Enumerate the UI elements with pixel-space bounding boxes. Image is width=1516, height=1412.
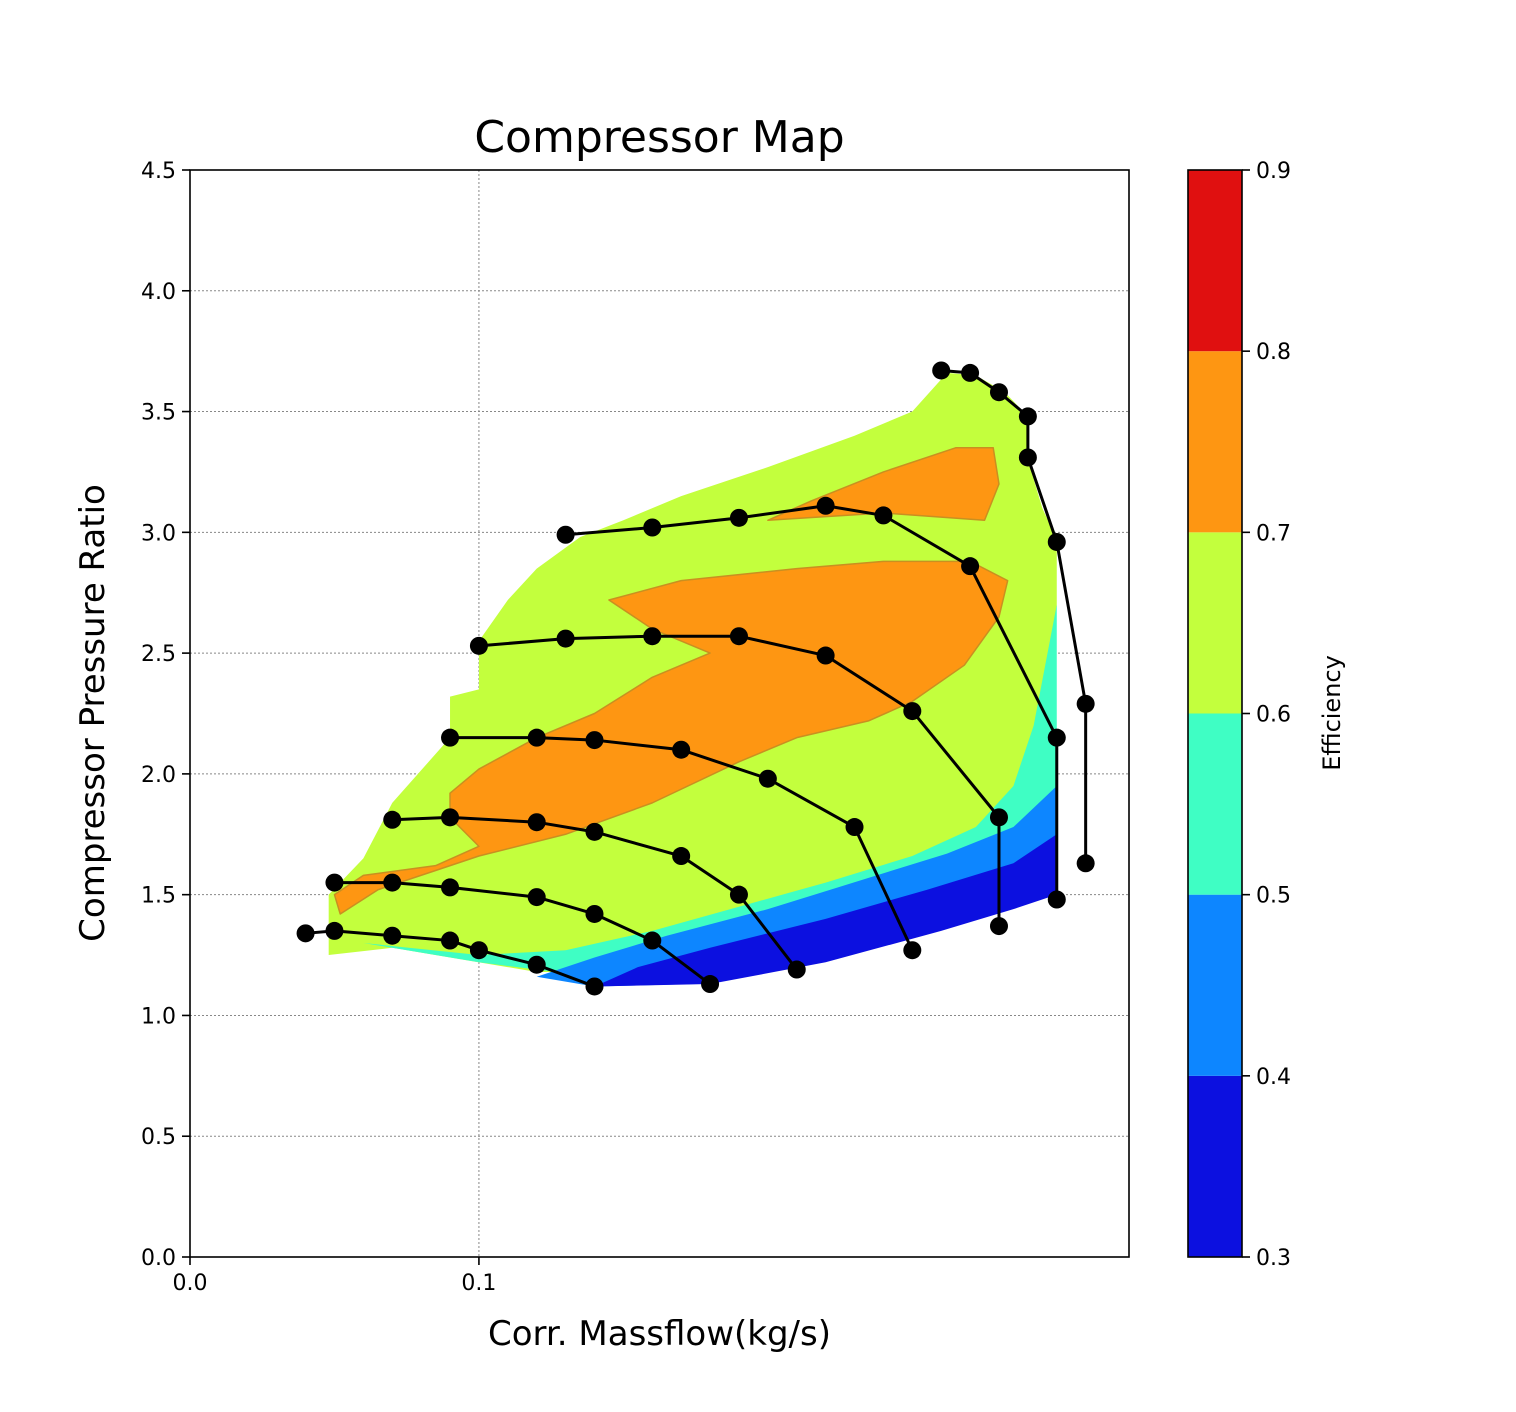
speed-line-6-point-0 bbox=[932, 361, 951, 380]
speed-line-4-point-7 bbox=[989, 917, 1008, 936]
colorbar-band-5 bbox=[1188, 170, 1242, 352]
colorbar-band-3 bbox=[1188, 532, 1242, 714]
y-tick-label-2: 1.0 bbox=[141, 1004, 176, 1029]
speed-line-1-point-5 bbox=[643, 931, 662, 950]
speed-line-4-point-0 bbox=[469, 636, 488, 655]
speed-line-3-point-4 bbox=[758, 769, 777, 788]
speed-line-5-point-3 bbox=[816, 496, 835, 515]
speed-line-6-point-2 bbox=[989, 383, 1008, 402]
speed-line-2-point-1 bbox=[441, 808, 460, 827]
x-tick-label-1: 0.1 bbox=[461, 1271, 496, 1296]
speed-line-3-point-2 bbox=[585, 731, 604, 750]
speed-line-6-point-7 bbox=[1076, 854, 1095, 873]
colorbar-frame bbox=[1187, 169, 1243, 1258]
speed-line-1-point-2 bbox=[441, 878, 460, 897]
speed-line-0-point-6 bbox=[585, 977, 604, 996]
speed-line-2-point-4 bbox=[672, 847, 691, 866]
colorbar-tick-label-1: 0.4 bbox=[1256, 1065, 1291, 1090]
x-axis-label: Corr. Massflow(kg/s) bbox=[488, 1314, 831, 1354]
speed-line-3-point-1 bbox=[527, 728, 546, 747]
colorbar-tick-label-4: 0.7 bbox=[1256, 521, 1291, 546]
x-tick-label-0: 0.0 bbox=[173, 1271, 208, 1296]
speed-line-6-point-4 bbox=[1018, 448, 1037, 467]
speed-line-2-point-5 bbox=[729, 885, 748, 904]
y-tick-label-8: 4.0 bbox=[141, 280, 176, 305]
y-tick-label-1: 0.5 bbox=[141, 1125, 176, 1150]
speed-line-5-point-5 bbox=[961, 557, 980, 576]
speed-line-1-point-0 bbox=[325, 873, 344, 892]
speed-line-5-point-0 bbox=[556, 525, 575, 544]
y-tick-label-5: 2.5 bbox=[141, 642, 176, 667]
speed-line-5 bbox=[565, 504, 1059, 900]
speed-line-1-point-4 bbox=[585, 904, 604, 923]
speed-line-2-point-0 bbox=[383, 810, 402, 829]
speed-line-6-point-1 bbox=[961, 363, 980, 382]
speed-line-5-point-1 bbox=[643, 518, 662, 537]
y-axis-ticks: 0.0 0.5 1.0 1.5 2.0 2.5 3.0 3.5 4.0 4.5 bbox=[141, 159, 190, 1271]
speed-line-4 bbox=[478, 634, 1001, 927]
colorbar-tick-label-0: 0.3 bbox=[1256, 1246, 1291, 1271]
plot-frame bbox=[189, 169, 1130, 1258]
colorbar-tick-label-6: 0.9 bbox=[1256, 159, 1291, 184]
speed-line-6-point-3 bbox=[1018, 407, 1037, 426]
colorbar-band-0 bbox=[1188, 1075, 1242, 1257]
speed-line-5-point-2 bbox=[729, 508, 748, 527]
y-tick-label-0: 0.0 bbox=[141, 1246, 176, 1271]
speed-line-4-point-3 bbox=[729, 627, 748, 646]
speed-line-0-point-5 bbox=[527, 955, 546, 974]
speed-line-4-point-6 bbox=[989, 808, 1008, 827]
speed-line-2-point-2 bbox=[527, 813, 546, 832]
colorbar-tick-label-2: 0.5 bbox=[1256, 884, 1291, 909]
y-tick-label-6: 3.0 bbox=[141, 521, 176, 546]
y-tick-label-4: 2.0 bbox=[141, 763, 176, 788]
x-axis-ticks: 0.0 0.1 bbox=[173, 1257, 496, 1296]
y-axis-label: Compressor Pressure Ratio bbox=[73, 484, 113, 942]
speed-line-5-point-7 bbox=[1047, 890, 1066, 909]
speed-line-4-point-4 bbox=[816, 646, 835, 665]
speed-line-5-point-4 bbox=[874, 506, 893, 525]
y-tick-label-9: 4.5 bbox=[141, 159, 176, 184]
y-tick-label-7: 3.5 bbox=[141, 401, 176, 426]
colorbar-band-4 bbox=[1188, 351, 1242, 533]
speed-line-3-point-5 bbox=[845, 818, 864, 837]
speed-line-0-point-1 bbox=[325, 921, 344, 940]
speed-line-1-point-1 bbox=[383, 873, 402, 892]
colorbar-tick-label-3: 0.6 bbox=[1256, 703, 1291, 728]
speed-line-5-point-6 bbox=[1047, 728, 1066, 747]
speed-line-0-point-0 bbox=[296, 924, 315, 943]
efficiency-region-3 bbox=[594, 834, 1057, 987]
speed-line-4-point-1 bbox=[556, 629, 575, 648]
y-tick-label-3: 1.5 bbox=[141, 884, 176, 909]
speed-line-4-point-5 bbox=[903, 702, 922, 721]
speed-line-0-point-4 bbox=[469, 941, 488, 960]
speed-line-3-point-6 bbox=[903, 941, 922, 960]
speed-line-0-point-3 bbox=[441, 931, 460, 950]
speed-line-6-point-6 bbox=[1076, 694, 1095, 713]
speed-line-0-point-2 bbox=[383, 926, 402, 945]
speed-line-4-point-2 bbox=[643, 627, 662, 646]
colorbar: 0.3 0.4 0.5 0.6 0.7 0.8 0.9 bbox=[1188, 159, 1291, 1271]
colorbar-tick-label-5: 0.8 bbox=[1256, 340, 1291, 365]
chart-title: Compressor Map bbox=[474, 112, 844, 163]
colorbar-band-2 bbox=[1188, 713, 1242, 895]
speed-line-3-point-0 bbox=[441, 728, 460, 747]
speed-line-2-point-6 bbox=[787, 960, 806, 979]
speed-line-3-point-3 bbox=[672, 740, 691, 759]
speed-lines bbox=[296, 361, 1095, 996]
speed-line-1-point-6 bbox=[701, 975, 720, 994]
efficiency-region-2 bbox=[536, 785, 1057, 987]
speed-line-6-point-5 bbox=[1047, 532, 1066, 551]
speed-line-2-point-3 bbox=[585, 822, 604, 841]
speed-line-1-point-3 bbox=[527, 888, 546, 907]
colorbar-band-1 bbox=[1188, 894, 1242, 1076]
colorbar-label: Efficiency bbox=[1318, 655, 1346, 771]
